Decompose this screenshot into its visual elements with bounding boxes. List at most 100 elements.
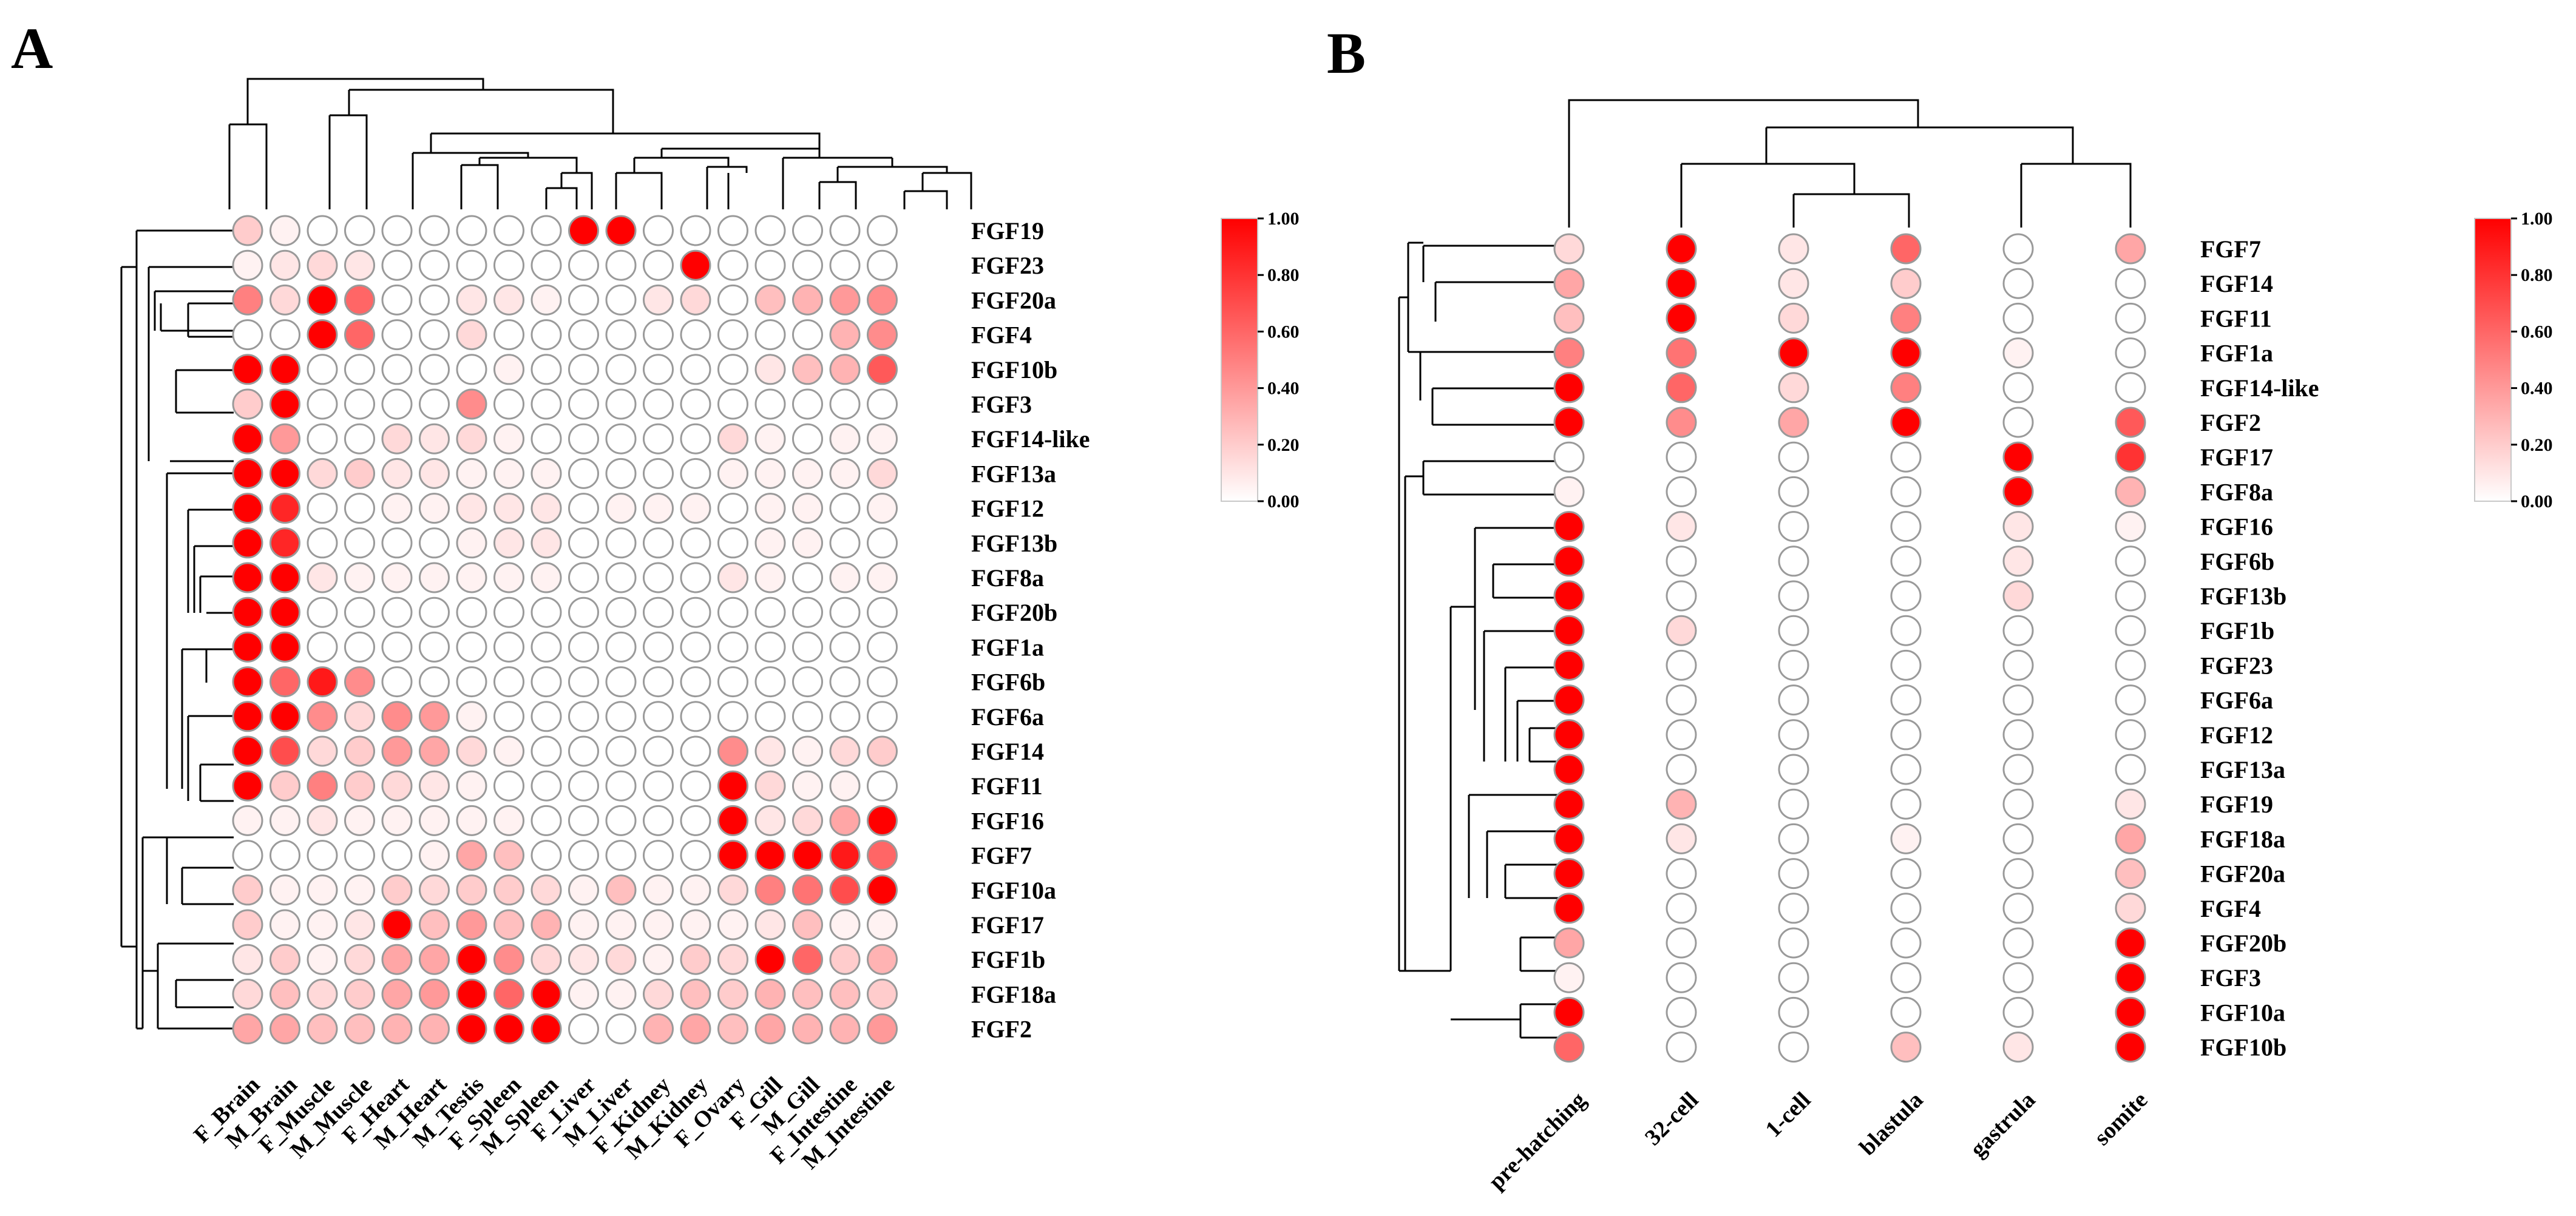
colorbar-tick-label: 0.00 — [2521, 491, 2553, 512]
cell-fgf20b-m-kidney — [680, 596, 711, 628]
cell-fgf16-m-liver — [605, 805, 637, 836]
cell-fgf13b-f-gill — [754, 527, 786, 559]
cell-fgf13a-gastrula — [2002, 754, 2034, 785]
cell-fgf1a-f-heart — [381, 631, 413, 663]
col-label-somite: somite — [2089, 1087, 2152, 1150]
cell-fgf14-like-m-heart — [419, 423, 450, 454]
cell-fgf23-m-kidney — [680, 249, 711, 281]
cell-fgf7-m-gill — [792, 840, 823, 871]
cell-fgf7-f-kidney — [643, 840, 674, 871]
cell-fgf8a-m-gill — [792, 562, 823, 593]
cell-fgf11-m-brain — [269, 770, 300, 802]
cell-fgf11-gastrula — [2002, 302, 2034, 334]
cell-fgf10b-m-kidney — [680, 354, 711, 385]
cell-fgf16-f-heart — [381, 805, 413, 836]
cell-fgf17-f-muscle — [307, 909, 338, 941]
cell-fgf4-f-intestine — [829, 319, 861, 351]
cell-fgf6a-m-kidney — [680, 701, 711, 732]
cell-fgf14-like-f-muscle — [307, 423, 338, 454]
cell-fgf11-f-intestine — [829, 770, 861, 802]
cell-fgf14-like-1-cell — [1778, 372, 1809, 404]
cell-fgf12-gastrula — [2002, 719, 2034, 751]
cell-fgf17-pre-hatching — [1553, 441, 1585, 473]
cell-fgf13a-m-intestine — [867, 458, 898, 489]
cell-fgf4-blastula — [1890, 893, 1922, 924]
row-label-fgf16: FGF16 — [971, 807, 1044, 834]
cell-fgf23-m-liver — [605, 249, 637, 281]
cell-fgf20a-m-muscle — [344, 284, 375, 316]
cell-fgf4-m-kidney — [680, 319, 711, 351]
cell-fgf14-m-heart — [419, 735, 450, 767]
cell-fgf20a-m-spleen — [530, 284, 562, 316]
cell-fgf20a-f-gill — [754, 284, 786, 316]
cell-fgf3-m-intestine — [867, 388, 898, 420]
cell-fgf20a-somite — [2115, 858, 2146, 890]
cell-fgf10a-m-testis — [456, 874, 487, 906]
cell-fgf16-somite — [2115, 511, 2146, 542]
cell-fgf11-f-muscle — [307, 770, 338, 802]
cell-fgf16-m-spleen — [530, 805, 562, 836]
cell-fgf10b-somite — [2115, 1032, 2146, 1063]
cell-fgf2-m-heart — [419, 1013, 450, 1045]
cell-fgf1a-f-muscle — [307, 631, 338, 663]
cell-fgf10b-m-testis — [456, 354, 487, 385]
cell-fgf11-m-muscle — [344, 770, 375, 802]
panel-a-letter: A — [11, 16, 53, 81]
cell-fgf23-f-spleen — [493, 249, 524, 281]
cell-fgf18a-m-liver — [605, 978, 637, 1010]
cell-fgf3-blastula — [1890, 962, 1922, 993]
colorbar-tick-label: 1.00 — [2521, 209, 2553, 229]
cell-fgf13b-f-intestine — [829, 527, 861, 559]
cell-fgf7-blastula — [1890, 233, 1922, 265]
row-label-fgf13a: FGF13a — [971, 460, 1056, 487]
cell-fgf14-like-m-muscle — [344, 423, 375, 454]
cell-fgf11-m-kidney — [680, 770, 711, 802]
cell-fgf10a-m-intestine — [867, 874, 898, 906]
cell-fgf10b-m-muscle — [344, 354, 375, 385]
cell-fgf23-m-gill — [792, 249, 823, 281]
cell-fgf17-32-cell — [1666, 441, 1697, 473]
cell-fgf18a-f-intestine — [829, 978, 861, 1010]
cell-fgf6a-f-spleen — [493, 701, 524, 732]
cell-fgf10a-m-brain — [269, 874, 300, 906]
cell-fgf10a-f-heart — [381, 874, 413, 906]
cell-fgf14-m-brain — [269, 735, 300, 767]
cell-fgf2-m-intestine — [867, 1013, 898, 1045]
cell-fgf4-f-heart — [381, 319, 413, 351]
cell-fgf3-m-gill — [792, 388, 823, 420]
cell-fgf13b-f-spleen — [493, 527, 524, 559]
cell-fgf10b-gastrula — [2002, 1032, 2034, 1063]
cell-fgf6a-gastrula — [2002, 684, 2034, 716]
cell-fgf14-like-32-cell — [1666, 372, 1697, 404]
cell-fgf16-f-gill — [754, 805, 786, 836]
cell-fgf11-f-brain — [232, 770, 263, 802]
cell-fgf1a-m-gill — [792, 631, 823, 663]
cell-fgf1b-f-intestine — [829, 944, 861, 975]
cell-fgf10b-m-brain — [269, 354, 300, 385]
cell-fgf13a-blastula — [1890, 754, 1922, 785]
cell-fgf6b-m-testis — [456, 666, 487, 698]
cell-fgf1b-f-ovary — [717, 944, 748, 975]
cell-fgf10b-f-intestine — [829, 354, 861, 385]
cell-fgf19-m-testis — [456, 215, 487, 246]
cell-fgf13b-32-cell — [1666, 580, 1697, 612]
cell-fgf6a-pre-hatching — [1553, 684, 1585, 716]
cell-fgf10a-somite — [2115, 996, 2146, 1028]
colorbar-tick-label: 0.80 — [1267, 265, 1300, 285]
cell-fgf6a-f-muscle — [307, 701, 338, 732]
cell-fgf6b-f-kidney — [643, 666, 674, 698]
cell-fgf6b-f-heart — [381, 666, 413, 698]
cell-fgf7-pre-hatching — [1553, 233, 1585, 265]
cell-fgf6b-m-intestine — [867, 666, 898, 698]
cell-fgf14-like-m-intestine — [867, 423, 898, 454]
cell-fgf12-m-brain — [269, 493, 300, 524]
cell-fgf20b-pre-hatching — [1553, 927, 1585, 959]
cell-fgf6b-f-spleen — [493, 666, 524, 698]
cell-fgf3-f-intestine — [829, 388, 861, 420]
cell-fgf14-m-muscle — [344, 735, 375, 767]
cell-fgf20a-f-muscle — [307, 284, 338, 316]
cell-fgf8a-somite — [2115, 476, 2146, 507]
cell-fgf8a-f-muscle — [307, 562, 338, 593]
cell-fgf17-m-brain — [269, 909, 300, 941]
cell-fgf17-m-spleen — [530, 909, 562, 941]
